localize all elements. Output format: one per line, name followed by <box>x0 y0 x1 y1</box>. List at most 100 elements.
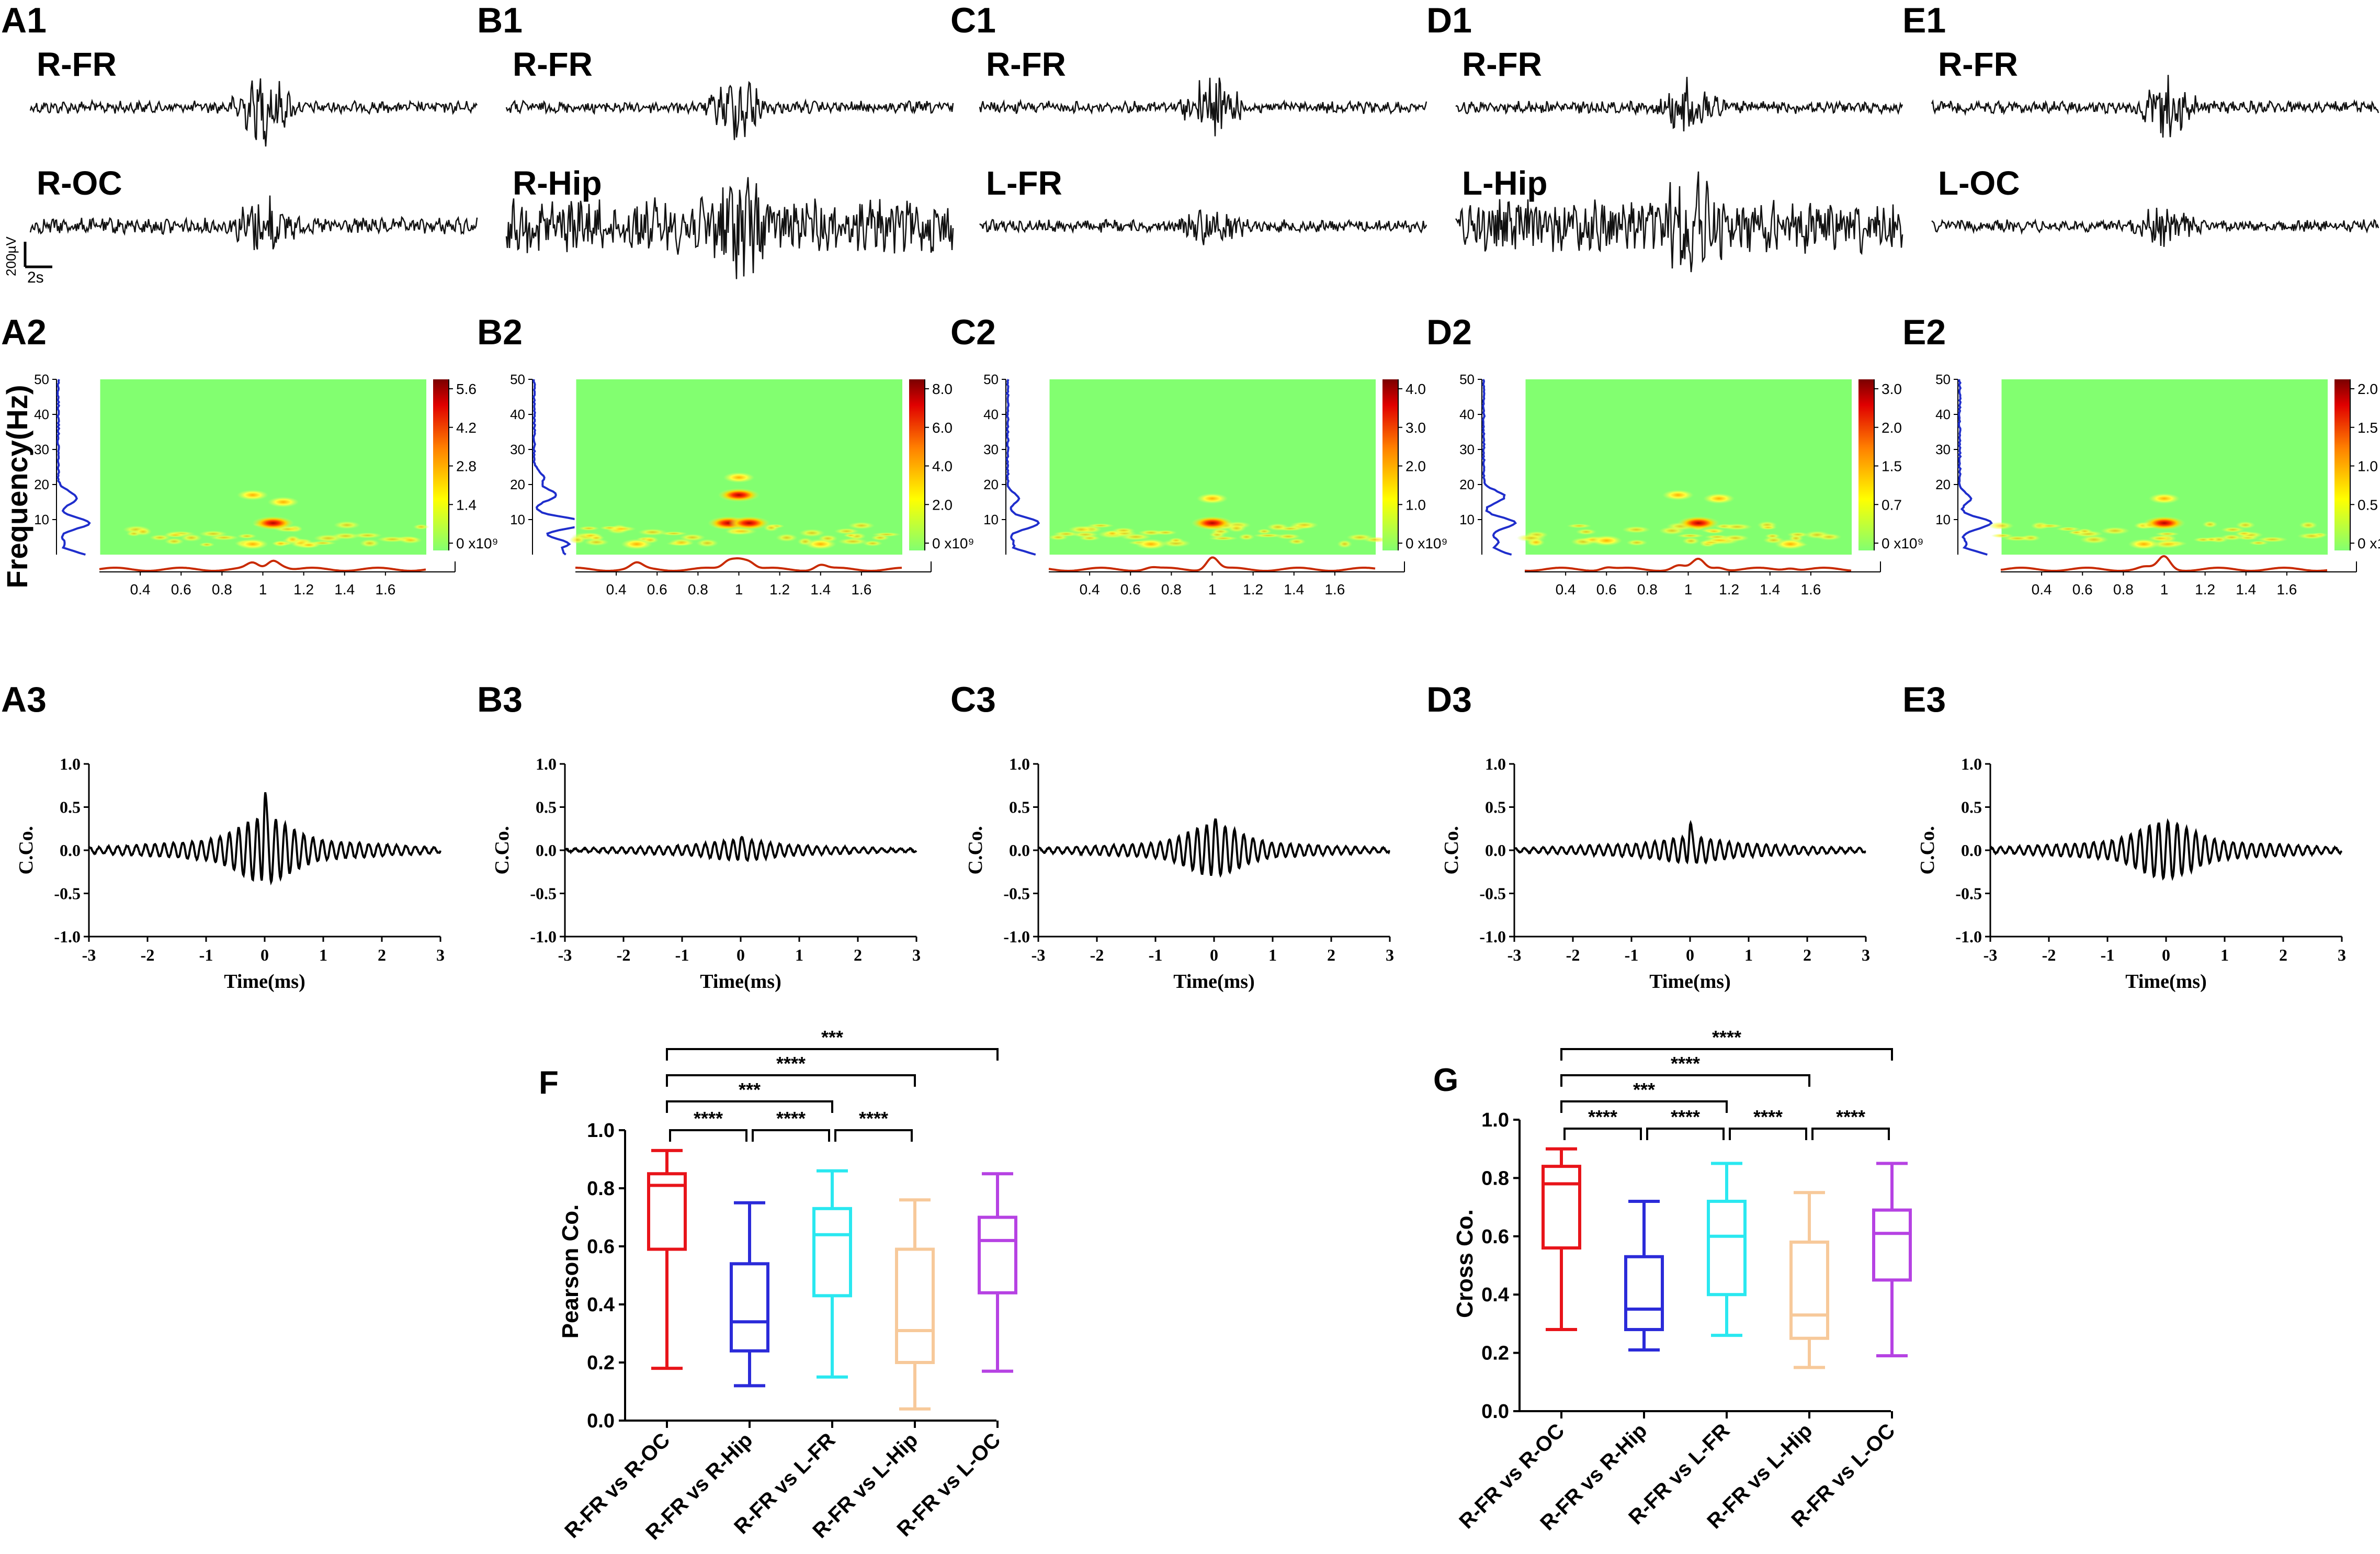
spectrogram-blob <box>236 490 268 501</box>
box-4 <box>1789 1191 1829 1369</box>
spectrogram-speckle <box>837 538 868 545</box>
tf-time-tick-label: 1.6 <box>375 581 395 598</box>
cc-x-tick-label: -3 <box>558 945 572 964</box>
spectrogram-speckle <box>1287 538 1306 545</box>
significance-bracket: **** <box>669 1108 747 1142</box>
spectrogram-speckle <box>237 533 257 539</box>
spectrogram-speckle <box>1048 534 1069 540</box>
significance-label: **** <box>776 1108 806 1129</box>
tf-freq-tick-label: 30 <box>510 442 525 457</box>
tf-time-tick-label: 1 <box>735 581 743 598</box>
cc-x-tick-label: -2 <box>1566 945 1580 964</box>
significance-label: **** <box>1588 1106 1617 1128</box>
spectrogram-speckle <box>2220 527 2245 533</box>
cc-x-tick-label: 0 <box>260 945 269 964</box>
eeg-panel-b1: B1 R-FR R-Hip <box>477 1 954 279</box>
eeg-panel-c1: C1 R-FR L-FR <box>950 1 1427 245</box>
tf-time-tick-label: 1.6 <box>851 581 871 598</box>
panel-label: A1 <box>1 1 47 40</box>
panel-label: D1 <box>1426 1 1472 40</box>
significance-label: **** <box>1712 1027 1741 1048</box>
tf-freq-tick-label: 20 <box>983 477 999 492</box>
spectrogram-speckle <box>696 539 719 547</box>
box-y-tick-label: 1.0 <box>587 1120 615 1142</box>
spectrogram-speckle <box>1153 530 1177 535</box>
spectrogram-speckle <box>353 532 382 538</box>
eeg-trace-top <box>1931 75 2379 138</box>
box-1 <box>1542 1147 1581 1332</box>
cc-panel-b3: B3 1.0 0.5 0.0 -0.5 -1.0-3 -2 -1 0 1 2 3 C.Co. Time(m… <box>477 680 921 993</box>
box-iqr <box>1624 1255 1664 1332</box>
significance-line <box>1560 1100 1728 1113</box>
spectrogram-speckle <box>834 528 859 535</box>
cc-x-tick-label: -2 <box>617 945 631 964</box>
box-1 <box>647 1148 687 1370</box>
cc-x-tick-label: 3 <box>912 945 921 964</box>
channel-label-top: R-FR <box>986 46 1066 83</box>
spectrogram-blob <box>2143 516 2185 530</box>
tf-time-marginal <box>1524 558 1852 572</box>
colorbar-tick-label: 0.7 <box>1882 497 1902 513</box>
channel-label-top: R-FR <box>37 46 117 83</box>
spectrogram-speckle <box>870 535 890 541</box>
cc-y-tick-label: -0.5 <box>530 884 557 903</box>
box-y-tick-label: 0.6 <box>587 1236 615 1258</box>
cc-y-tick-label: 0.5 <box>536 798 557 817</box>
panel-label: A2 <box>1 312 47 352</box>
significance-bracket: *** <box>1560 1079 1728 1113</box>
tf-freq-tick-label: 20 <box>510 477 525 492</box>
cc-x-tick-label: 3 <box>1862 945 1870 964</box>
colorbar-tick-label: 0 x10⁹ <box>932 535 974 551</box>
tf-freq-tick-label: 50 <box>1935 371 1951 387</box>
spectrogram-speckle <box>2056 526 2081 532</box>
tf-freq-tick-label: 20 <box>1459 477 1475 492</box>
cc-y-tick-label: -1.0 <box>530 927 557 946</box>
spectrogram-speckle <box>2220 534 2243 540</box>
spectrogram-speckle <box>1721 534 1749 542</box>
spectrogram-speckle <box>2299 521 2318 529</box>
box-iqr <box>978 1215 1017 1294</box>
significance-line <box>1563 1128 1642 1140</box>
significance-bracket: **** <box>1729 1106 1807 1140</box>
colorbar-tick-label: 2.0 <box>1406 458 1426 475</box>
cc-x-tick-label: 0 <box>1210 945 1218 964</box>
spectrogram-blob <box>1196 493 1228 504</box>
tf-time-tick-label: 1 <box>2160 581 2169 598</box>
eeg-panel-e1: E1 R-FR L-OC <box>1902 1 2379 247</box>
tf-time-tick-label: 1.6 <box>2276 581 2297 598</box>
colorbar-tick-label: 4.0 <box>932 458 953 475</box>
cc-xlabel: Time(ms) <box>1173 971 1255 993</box>
spectrogram-blob <box>804 538 836 549</box>
spectrogram-speckle <box>1072 532 1099 538</box>
colorbar-tick-label: 0 x10⁹ <box>456 535 498 551</box>
cc-x-tick-label: 3 <box>2338 945 2346 964</box>
colorbar <box>909 379 925 550</box>
box-iqr <box>730 1262 769 1353</box>
cc-y-tick-label: 0.0 <box>536 841 557 860</box>
tf-freq-tick-label: 10 <box>1935 512 1951 527</box>
tf-freq-tick-label: 40 <box>510 407 525 422</box>
cc-trace <box>1038 818 1390 878</box>
cc-trace <box>1514 820 1866 865</box>
tf-time-tick-label: 0.6 <box>647 581 667 598</box>
cc-x-tick-label: -1 <box>1625 945 1639 964</box>
cc-trace <box>1990 818 2343 881</box>
spectrogram-speckle <box>1168 537 1184 544</box>
tf-time-tick-label: 0.6 <box>2072 581 2093 598</box>
box-2 <box>730 1201 769 1388</box>
spectrogram-speckle <box>134 527 152 536</box>
significance-line <box>666 1048 999 1061</box>
scale-bar: 200µV 2s <box>3 236 52 286</box>
spectrogram-speckle <box>588 535 605 541</box>
box-5 <box>978 1172 1017 1373</box>
cc-x-tick-label: -3 <box>1508 945 1522 964</box>
tf-time-tick-label: 0.4 <box>130 581 151 598</box>
cc-y-tick-label: 0.0 <box>1485 841 1506 860</box>
panel-label: B1 <box>477 1 523 40</box>
spectrogram-speckle <box>272 540 289 547</box>
tf-freq-tick-label: 30 <box>983 442 999 457</box>
colorbar <box>1858 379 1874 550</box>
spectrogram-speckle <box>285 535 300 544</box>
